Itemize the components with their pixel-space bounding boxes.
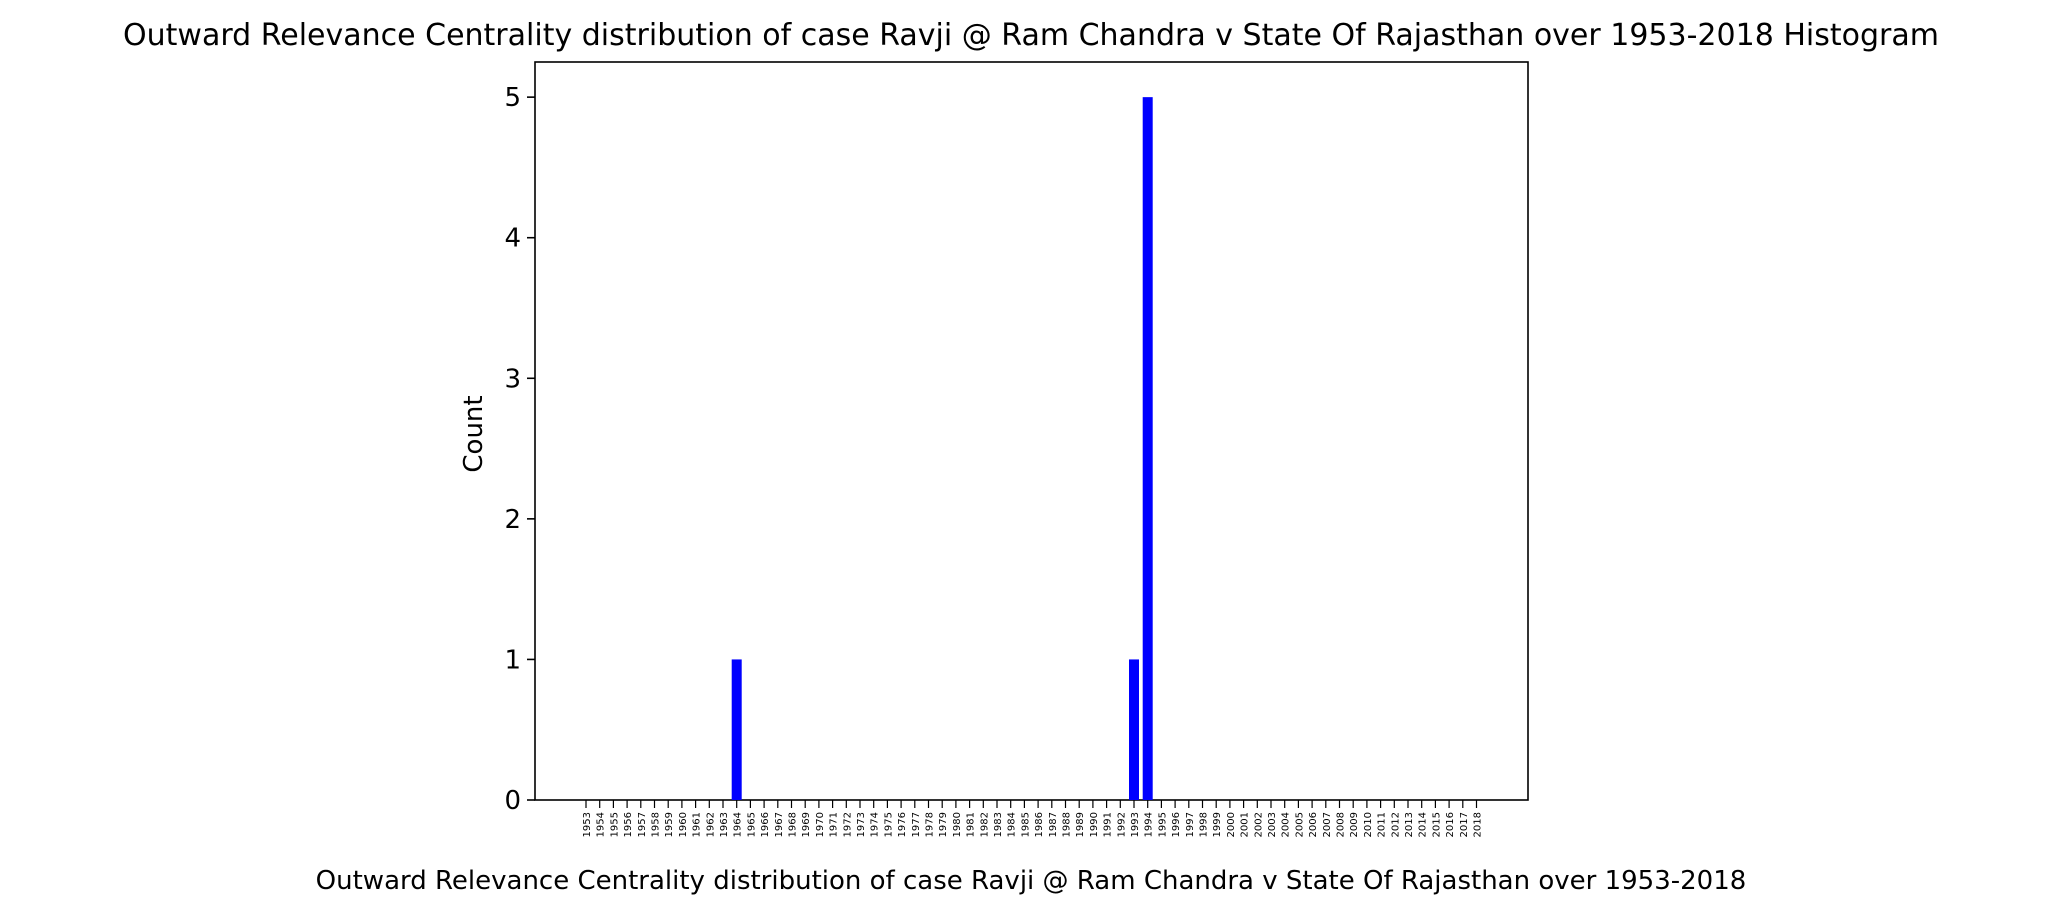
x-tick-label-1998: 1998 <box>1199 812 1210 837</box>
x-tick-label-2011: 2011 <box>1377 812 1388 837</box>
x-tick-label-1962: 1962 <box>705 812 716 837</box>
x-tick-label-1954: 1954 <box>596 812 607 837</box>
x-tick-label-2001: 2001 <box>1240 812 1251 837</box>
x-tick-label-1959: 1959 <box>664 812 675 837</box>
y-tick-label-0: 0 <box>504 786 521 816</box>
x-tick-label-1975: 1975 <box>883 812 894 837</box>
x-tick-label-1963: 1963 <box>719 812 730 837</box>
x-tick-label-1991: 1991 <box>1103 812 1114 837</box>
x-tick-label-1978: 1978 <box>925 812 936 837</box>
x-tick-label-1973: 1973 <box>856 812 867 837</box>
x-tick-label-1970: 1970 <box>815 812 826 837</box>
x-tick-label-1983: 1983 <box>993 812 1004 837</box>
y-tick-label-4: 4 <box>504 224 521 254</box>
x-tick-label-1995: 1995 <box>1157 812 1168 837</box>
x-tick-label-2013: 2013 <box>1404 812 1415 837</box>
x-tick-label-2000: 2000 <box>1226 812 1237 837</box>
x-tick-label-2003: 2003 <box>1267 812 1278 837</box>
x-axis-label: Outward Relevance Centrality distributio… <box>316 866 1747 896</box>
bar-1964 <box>731 659 742 800</box>
x-tick-label-2015: 2015 <box>1431 812 1442 837</box>
plot-area <box>534 61 1529 801</box>
x-tick-label-1972: 1972 <box>842 812 853 837</box>
x-tick-label-1979: 1979 <box>938 812 949 837</box>
x-tick-label-1992: 1992 <box>1116 812 1127 837</box>
x-tick-label-2017: 2017 <box>1459 812 1470 837</box>
x-tick-label-2002: 2002 <box>1253 812 1264 837</box>
x-tick-label-1957: 1957 <box>637 812 648 837</box>
x-tick-label-1988: 1988 <box>1062 812 1073 837</box>
x-tick-label-1987: 1987 <box>1048 812 1059 837</box>
bar-1994 <box>1142 97 1153 800</box>
x-tick-label-1984: 1984 <box>1007 812 1018 837</box>
x-tick-label-1976: 1976 <box>897 812 908 837</box>
x-axis: 1953 1954 1955 1956 1957 1958 1959 1960 1961 1962… <box>582 800 1484 837</box>
x-tick-label-1958: 1958 <box>651 812 662 837</box>
x-tick-label-1986: 1986 <box>1034 812 1045 837</box>
x-tick-label-1989: 1989 <box>1075 812 1086 837</box>
x-tick-label-1990: 1990 <box>1089 812 1100 837</box>
x-tick-label-1966: 1966 <box>760 812 771 837</box>
x-tick-label-2012: 2012 <box>1390 812 1401 837</box>
x-tick-label-2008: 2008 <box>1336 812 1347 837</box>
x-tick-label-1985: 1985 <box>1020 812 1031 837</box>
x-tick-label-1997: 1997 <box>1185 812 1196 837</box>
y-tick-label-2: 2 <box>504 505 521 535</box>
chart-title: Outward Relevance Centrality distributio… <box>123 18 1939 53</box>
x-tick-label-1996: 1996 <box>1171 812 1182 837</box>
bar-1993 <box>1129 659 1139 800</box>
plot-frame <box>534 61 1529 801</box>
y-axis: 0 1 2 3 4 5 <box>504 83 535 816</box>
x-tick-label-1965: 1965 <box>746 812 757 837</box>
x-tick-label-1980: 1980 <box>952 812 963 837</box>
x-tick-label-1964: 1964 <box>733 812 744 837</box>
x-tick-label-2007: 2007 <box>1322 812 1333 837</box>
x-tick-label-2009: 2009 <box>1349 812 1360 837</box>
y-tick-label-3: 3 <box>504 364 521 394</box>
x-tick-label-1981: 1981 <box>966 812 977 837</box>
x-tick-label-1969: 1969 <box>801 812 812 837</box>
y-tick-label-5: 5 <box>504 83 521 113</box>
x-tick-label-2004: 2004 <box>1281 812 1292 837</box>
y-axis-label: Count <box>459 395 489 472</box>
x-tick-label-1967: 1967 <box>774 812 785 837</box>
x-tick-label-1953: 1953 <box>582 812 593 837</box>
x-tick-label-1977: 1977 <box>911 812 922 837</box>
x-tick-label-1968: 1968 <box>788 812 799 837</box>
x-tick-label-1999: 1999 <box>1212 812 1223 837</box>
x-tick-label-1960: 1960 <box>678 812 689 837</box>
bars <box>731 97 1153 800</box>
x-tick-label-2010: 2010 <box>1363 812 1374 837</box>
x-tick-label-1982: 1982 <box>979 812 990 837</box>
x-tick-label-2005: 2005 <box>1294 812 1305 837</box>
x-tick-label-2006: 2006 <box>1308 812 1319 837</box>
x-tick-label-1974: 1974 <box>870 812 881 837</box>
x-tick-label-2016: 2016 <box>1445 812 1456 837</box>
x-tick-label-1994: 1994 <box>1144 812 1155 837</box>
x-tick-label-1961: 1961 <box>692 812 703 837</box>
y-tick-label-1: 1 <box>504 645 521 675</box>
x-tick-label-1971: 1971 <box>829 812 840 837</box>
x-tick-label-2018: 2018 <box>1473 812 1484 837</box>
x-tick-label-1956: 1956 <box>623 812 634 837</box>
x-tick-label-1955: 1955 <box>609 812 620 837</box>
x-tick-label-1993: 1993 <box>1130 812 1141 837</box>
x-tick-label-2014: 2014 <box>1418 812 1429 837</box>
